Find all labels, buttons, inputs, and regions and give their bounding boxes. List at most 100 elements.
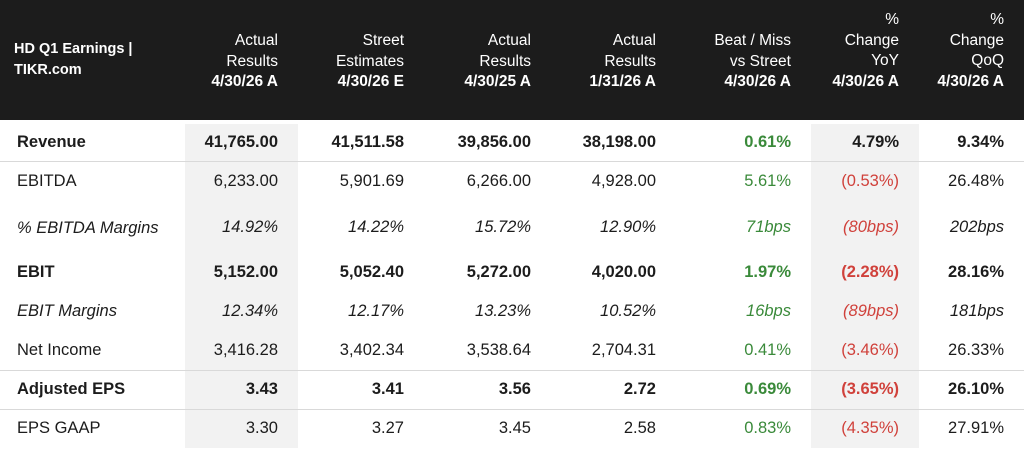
row-label: Revenue [0,124,185,162]
table-title-text: HD Q1 Earnings | TIKR.com [14,41,133,78]
cell-value: 5,272.00 [466,263,531,281]
cell-value: 10.52% [600,302,656,320]
cell-value: 5,901.69 [339,172,404,191]
cell-value: 2,704.31 [551,331,676,371]
column-header-line: Change [949,31,1004,49]
cell-value: 4,020.00 [591,263,656,281]
column-header-line: Actual [487,32,531,49]
cell-value: 16bps [746,302,791,320]
cell-value: 14.22% [348,218,404,236]
cell-value: (89bps) [811,292,919,331]
cell-value: (80bps) [811,202,919,253]
column-header-line: Actual [234,32,278,49]
cell-value: 3.43 [185,370,298,410]
table-row-revenue: Revenue 41,765.00 41,511.58 39,856.00 38… [0,124,1024,162]
cell-value: (3.46%) [811,331,919,371]
table-header: HD Q1 Earnings | TIKR.com Actual Results… [0,0,1024,120]
table-row-ebit: EBIT 5,152.00 5,052.40 5,272.00 4,020.00… [0,253,1024,292]
cell-value: 27.91% [948,419,1004,438]
cell-value: 5,152.00 [185,253,298,292]
cell-value: 3,416.28 [185,331,298,371]
column-header-date: 4/30/25 A [464,73,531,90]
table-row-ebitda-margins: % EBITDA Margins 14.92% 14.22% 15.72% 12… [0,202,1024,253]
column-header-line: Beat / Miss [714,32,791,49]
column-header-date: 4/30/26 A [211,73,278,90]
cell-value: (4.35%) [811,409,919,448]
cell-value: 28.16% [948,263,1004,281]
cell-value: (2.28%) [811,253,919,292]
row-label: Adjusted EPS [0,370,185,410]
cell-value: 6,233.00 [185,161,298,202]
column-header-line: Actual [612,32,656,49]
column-header-date: 4/30/26 A [832,72,899,90]
row-label: % EBITDA Margins [0,202,185,253]
column-header-date: 1/31/26 A [589,73,656,90]
cell-value: 41,765.00 [185,124,298,162]
column-header-beat-miss: Beat / Miss vs Street 4/30/26 A [676,0,811,120]
column-header-line: Estimates [335,52,404,70]
table-body: Revenue 41,765.00 41,511.58 39,856.00 38… [0,124,1024,448]
cell-value: 26.10% [919,370,1024,410]
cell-value: 14.92% [185,202,298,253]
cell-value: 0.41% [676,331,811,371]
column-header-line: QoQ [971,52,1004,69]
row-label: EBITDA [17,172,77,191]
column-header-line: Results [604,52,656,70]
table-row-adjusted-eps: Adjusted EPS 3.43 3.41 3.56 2.72 0.69% (… [0,370,1024,410]
column-header-line: Results [226,52,278,70]
cell-value: 202bps [949,218,1004,236]
cell-value: (0.53%) [811,161,919,202]
cell-value: 39,856.00 [424,124,551,162]
cell-value: 41,511.58 [298,124,424,162]
cell-value: 0.83% [744,419,791,438]
cell-value: 3.27 [371,419,404,438]
cell-value: 12.34% [185,292,298,331]
column-header-street-estimates: Street Estimates 4/30/26 E [298,0,424,120]
cell-value: 3.30 [185,409,298,448]
cell-value: 4.79% [811,124,919,162]
row-label: EBIT [17,263,55,281]
cell-value: 0.69% [676,370,811,410]
cell-value: 71bps [746,218,791,236]
column-header-change-yoy: % Change YoY 4/30/26 A [811,0,919,120]
table-row-ebit-margins: EBIT Margins 12.34% 12.17% 13.23% 10.52%… [0,292,1024,331]
column-header-line: Street [362,32,404,49]
column-header-line: Results [479,52,531,70]
cell-value: 181bps [949,302,1004,320]
column-header-line: vs Street [729,52,791,70]
cell-value: 12.90% [600,218,656,236]
table-row-eps-gaap: EPS GAAP 3.30 3.27 3.45 2.58 0.83% (4.35… [0,409,1024,448]
cell-value: 2.58 [623,419,656,438]
table-row-net-income: Net Income 3,416.28 3,402.34 3,538.64 2,… [0,331,1024,371]
row-label-text: % EBITDA Margins [17,218,159,237]
cell-value: 26.48% [948,172,1004,191]
cell-value: 1.97% [744,263,791,281]
cell-value: 4,928.00 [591,172,656,191]
column-header-change-qoq: % Change QoQ 4/30/26 A [919,0,1024,120]
column-header-date: 4/30/26 A [937,72,1004,90]
column-header-actual-4-30-25: Actual Results 4/30/25 A [424,0,551,120]
column-header-line: Change [844,31,899,49]
cell-value: 38,198.00 [551,124,676,162]
cell-value: 3.45 [498,419,531,438]
row-label: EBIT Margins [17,302,117,320]
column-header-line: % [885,11,899,28]
column-header-line: % [990,11,1004,28]
cell-value: 0.61% [676,124,811,162]
table-row-ebitda: EBITDA 6,233.00 5,901.69 6,266.00 4,928.… [0,161,1024,202]
cell-value: (3.65%) [811,370,919,410]
cell-value: 3.41 [298,370,424,410]
column-header-date: 4/30/26 E [337,73,404,90]
cell-value: 15.72% [475,218,531,236]
cell-value: 13.23% [475,302,531,320]
cell-value: 3,402.34 [298,331,424,371]
column-header-date: 4/30/26 A [724,73,791,90]
cell-value: 6,266.00 [466,172,531,191]
cell-value: 3,538.64 [424,331,551,371]
cell-value: 12.17% [348,302,404,320]
cell-value: 5.61% [744,172,791,191]
row-label: Net Income [0,331,185,371]
column-header-actual-4-30-26: Actual Results 4/30/26 A [185,0,298,120]
table-title: HD Q1 Earnings | TIKR.com [0,0,185,120]
